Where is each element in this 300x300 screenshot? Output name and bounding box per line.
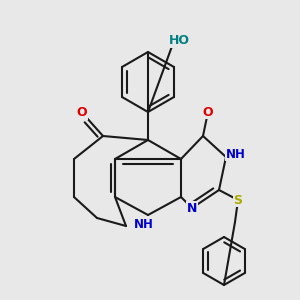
Text: O: O [203, 106, 213, 118]
Text: S: S [233, 194, 242, 206]
Text: NH: NH [226, 148, 246, 160]
Text: NH: NH [134, 218, 154, 232]
Text: HO: HO [169, 34, 190, 47]
Text: N: N [187, 202, 197, 214]
Text: O: O [77, 106, 87, 119]
